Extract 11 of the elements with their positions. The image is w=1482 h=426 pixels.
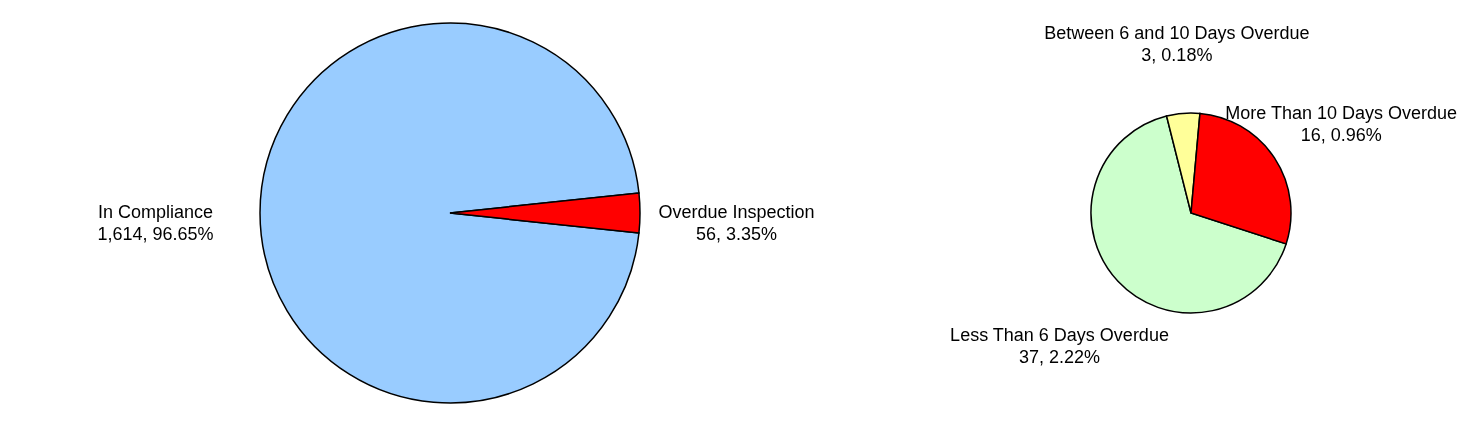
data-label: 1,614, 96.65% [97,224,214,244]
slice-label: In Compliance [97,202,214,222]
slice-label: Less Than 6 Days Overdue [950,324,1169,345]
slice-label: More Than 10 Days Overdue [1225,102,1458,123]
slice-label: Between 6 and 10 Days Overdue [1044,22,1310,43]
pie-slice [259,22,640,404]
data-label: 37, 2.22% [1018,346,1101,367]
slice-label: Overdue Inspection [658,202,815,222]
data-label: 56, 3.35% [695,224,778,244]
data-label: 3, 0.18% [1141,44,1213,65]
data-label: 16, 0.96% [1300,124,1382,145]
